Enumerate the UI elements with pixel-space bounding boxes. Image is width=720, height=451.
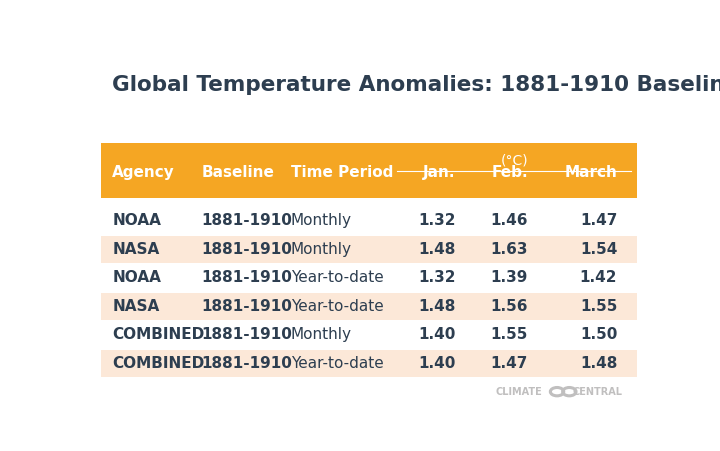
Text: Year-to-date: Year-to-date — [291, 356, 384, 371]
Text: 1881-1910: 1881-1910 — [202, 299, 292, 314]
Text: Jan.: Jan. — [423, 165, 456, 179]
Text: Agency: Agency — [112, 165, 175, 179]
Text: 1.54: 1.54 — [580, 242, 617, 257]
Text: CENTRAL: CENTRAL — [572, 387, 622, 397]
Text: 1.55: 1.55 — [490, 327, 528, 342]
FancyBboxPatch shape — [101, 143, 637, 198]
Text: 1881-1910: 1881-1910 — [202, 356, 292, 371]
Text: NOAA: NOAA — [112, 270, 161, 285]
Text: 1.46: 1.46 — [490, 213, 528, 228]
Text: 1881-1910: 1881-1910 — [202, 242, 292, 257]
Text: 1.42: 1.42 — [580, 270, 617, 285]
Text: 1.39: 1.39 — [490, 270, 528, 285]
Text: 1.32: 1.32 — [418, 213, 456, 228]
Text: 1.47: 1.47 — [490, 356, 528, 371]
Text: 1.48: 1.48 — [580, 356, 617, 371]
FancyBboxPatch shape — [101, 264, 637, 291]
Text: CLIMATE: CLIMATE — [495, 387, 542, 397]
Text: COMBINED: COMBINED — [112, 327, 204, 342]
Text: 1.55: 1.55 — [580, 299, 617, 314]
Text: 1881-1910: 1881-1910 — [202, 270, 292, 285]
Text: Monthly: Monthly — [291, 213, 352, 228]
Text: Global Temperature Anomalies: 1881-1910 Baseline: Global Temperature Anomalies: 1881-1910 … — [112, 75, 720, 95]
Text: March: March — [564, 165, 617, 179]
FancyBboxPatch shape — [101, 236, 637, 263]
Text: 1.48: 1.48 — [418, 299, 456, 314]
Text: Monthly: Monthly — [291, 327, 352, 342]
FancyBboxPatch shape — [101, 321, 637, 348]
Text: 1.47: 1.47 — [580, 213, 617, 228]
Text: Year-to-date: Year-to-date — [291, 299, 384, 314]
Text: COMBINED: COMBINED — [112, 356, 204, 371]
Text: Monthly: Monthly — [291, 242, 352, 257]
Text: Feb.: Feb. — [492, 165, 528, 179]
Text: 1.63: 1.63 — [490, 242, 528, 257]
Text: 1.56: 1.56 — [490, 299, 528, 314]
FancyBboxPatch shape — [101, 293, 637, 320]
Text: NASA: NASA — [112, 242, 160, 257]
FancyBboxPatch shape — [101, 350, 637, 377]
Text: Time Period: Time Period — [291, 165, 393, 179]
Text: (°C): (°C) — [500, 153, 528, 167]
Text: Baseline: Baseline — [202, 165, 274, 179]
Text: 1.32: 1.32 — [418, 270, 456, 285]
Text: Year-to-date: Year-to-date — [291, 270, 384, 285]
Text: 1881-1910: 1881-1910 — [202, 213, 292, 228]
Text: NASA: NASA — [112, 299, 160, 314]
Text: 1.50: 1.50 — [580, 327, 617, 342]
Text: 1881-1910: 1881-1910 — [202, 327, 292, 342]
FancyBboxPatch shape — [101, 207, 637, 235]
Text: 1.40: 1.40 — [418, 327, 456, 342]
Text: 1.48: 1.48 — [418, 242, 456, 257]
Text: 1.40: 1.40 — [418, 356, 456, 371]
Text: NOAA: NOAA — [112, 213, 161, 228]
